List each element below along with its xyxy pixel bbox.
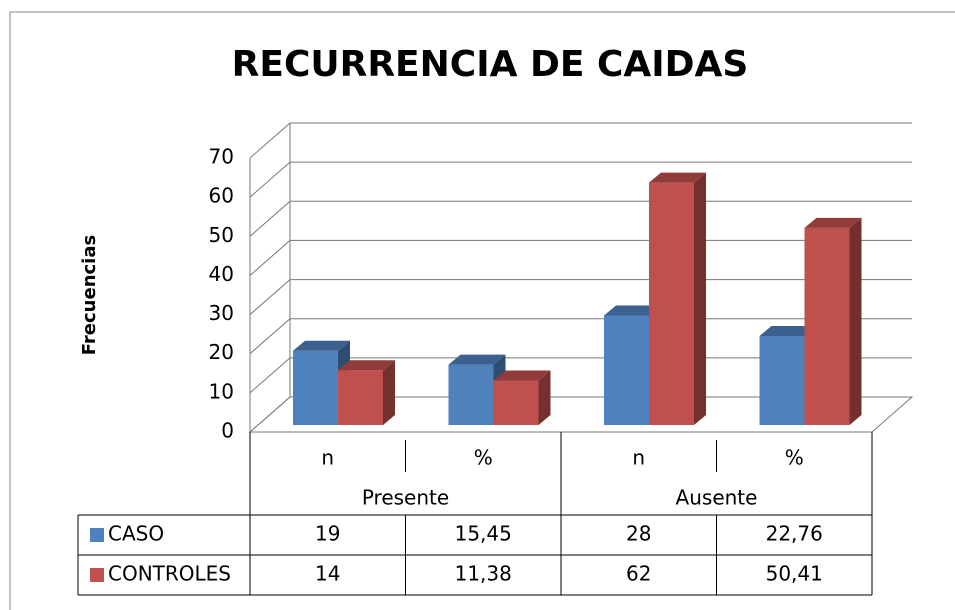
- y-tick-label: 50: [209, 223, 234, 247]
- x-tick-label: %: [785, 446, 804, 470]
- bar-top: [759, 326, 817, 337]
- bar-top: [293, 340, 350, 351]
- x-tick-label: n: [321, 446, 334, 470]
- y-tick-label: 10: [209, 379, 234, 403]
- legend-label: CONTROLES: [108, 562, 231, 586]
- bar-front: [338, 370, 383, 425]
- group-label: Ausente: [676, 486, 758, 510]
- y-tick-label: 60: [209, 184, 234, 208]
- chart-frame: [9, 11, 955, 610]
- y-tick-label: 70: [209, 145, 234, 169]
- grid-line: [249, 122, 912, 159]
- bar-side: [383, 360, 395, 425]
- group-label: Presente: [362, 486, 449, 510]
- y-axis-label: Frecuencias: [79, 235, 100, 355]
- bar-front: [448, 364, 494, 425]
- bar-top: [649, 172, 706, 183]
- bar-front: [759, 336, 805, 425]
- grid-line: [249, 161, 912, 198]
- bar-top: [604, 305, 661, 316]
- legend-label: CASO: [108, 522, 164, 546]
- bar-side: [694, 172, 706, 425]
- table-cell: 22,76: [766, 522, 823, 546]
- bar-top: [448, 354, 506, 365]
- x-tick-label: n: [632, 446, 645, 470]
- y-tick-label: 30: [209, 301, 234, 325]
- bar-top: [338, 360, 395, 371]
- table-cell: 14: [315, 562, 340, 586]
- y-tick-label: 40: [209, 262, 234, 286]
- bar: [338, 360, 395, 425]
- bar: [493, 370, 551, 425]
- bar-top: [493, 370, 551, 381]
- bar-side: [538, 370, 551, 425]
- bar-front: [804, 227, 850, 425]
- y-tick-label: 20: [209, 340, 234, 364]
- y-tick-label: 0: [221, 419, 234, 443]
- legend-swatch: [90, 528, 104, 542]
- bar: [804, 217, 862, 425]
- table-cell: 11,38: [455, 562, 512, 586]
- legend-swatch: [90, 568, 104, 582]
- bar-side: [849, 217, 862, 425]
- table-cell: 28: [626, 522, 651, 546]
- chart-title: RECURRENCIA DE CAIDAS: [232, 44, 749, 85]
- bar-front: [649, 182, 694, 425]
- table-cell: 19: [315, 522, 340, 546]
- bar-front: [493, 380, 539, 425]
- table-cell: 50,41: [766, 562, 823, 586]
- bar-front: [604, 315, 649, 425]
- table-cell: 62: [626, 562, 651, 586]
- bar-front: [293, 350, 338, 425]
- table-cell: 15,45: [455, 522, 512, 546]
- bar: [649, 172, 706, 425]
- x-tick-label: %: [474, 446, 493, 470]
- bar-top: [804, 217, 862, 228]
